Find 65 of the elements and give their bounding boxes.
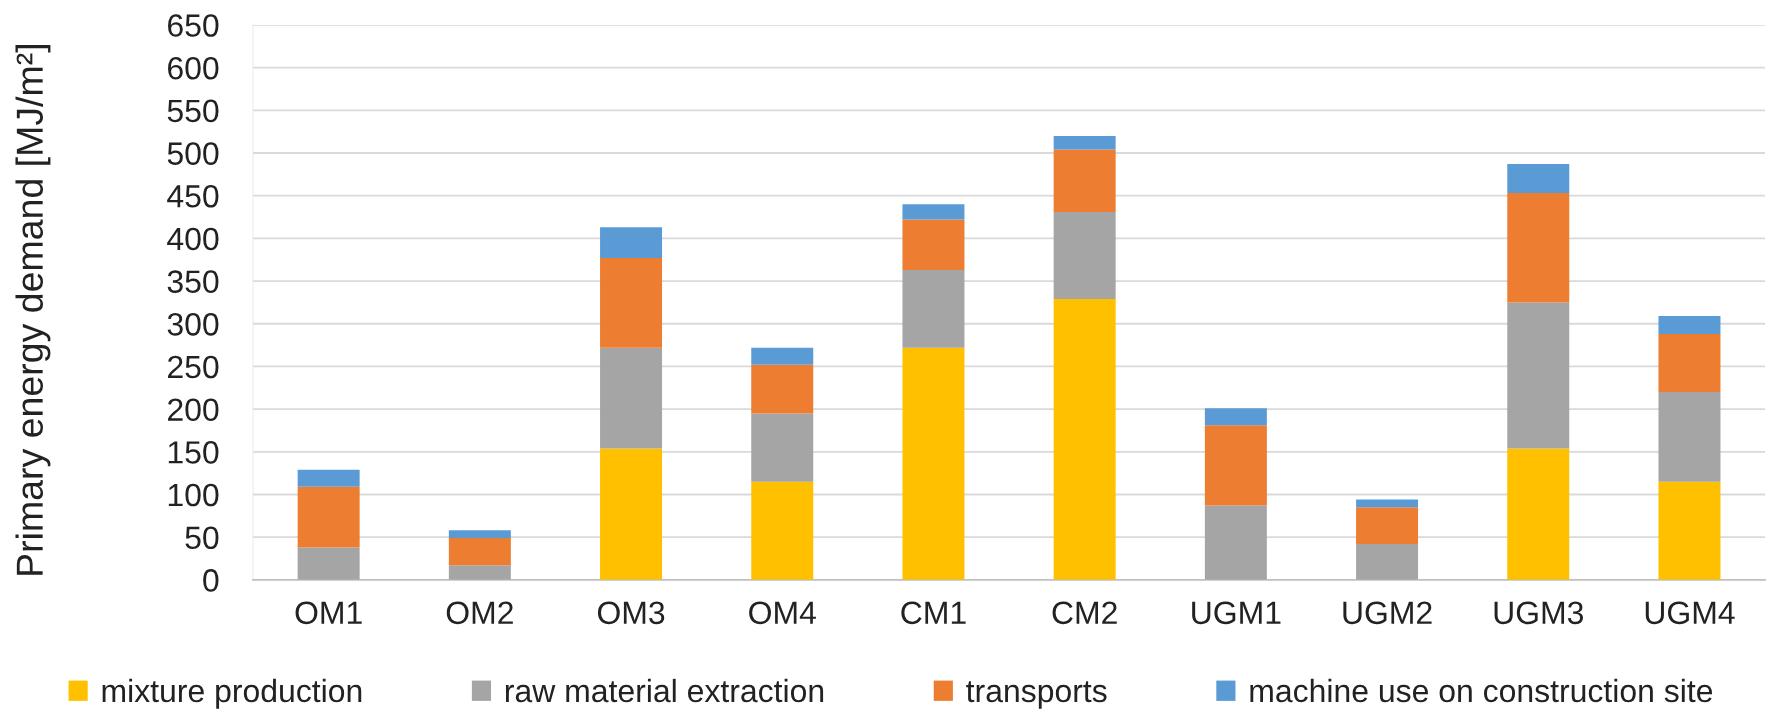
x-tick-label: CM1 xyxy=(901,601,966,625)
legend-label: mixture production xyxy=(102,678,362,709)
y-tick-label: 300 xyxy=(167,313,219,336)
bar xyxy=(1204,425,1267,506)
bar xyxy=(1658,481,1721,580)
y-tick-label: 0 xyxy=(203,569,219,592)
x-tick-label: OM2 xyxy=(446,601,513,625)
bar xyxy=(1053,149,1116,212)
x-tick-label: OM4 xyxy=(749,601,816,625)
y-axis-title: Primary energy demand [MJ/m²] xyxy=(15,45,51,575)
y-tick-label: 450 xyxy=(167,184,219,208)
bar xyxy=(600,227,663,258)
x-tick-label: UGM4 xyxy=(1645,601,1735,625)
legend-label: transports xyxy=(966,681,1107,709)
bar xyxy=(751,347,814,365)
bar xyxy=(297,486,360,548)
bar xyxy=(1356,507,1419,544)
y-tick-label: 600 xyxy=(168,56,219,80)
bar xyxy=(1507,448,1570,580)
bar xyxy=(751,364,814,414)
legend-label: machine use on construction site xyxy=(1250,678,1713,703)
bar xyxy=(1658,316,1721,334)
x-tick-label: OM1 xyxy=(295,601,362,625)
y-tick-label: 650 xyxy=(168,14,219,37)
bar xyxy=(902,219,965,270)
x-tick-label: UGM3 xyxy=(1494,601,1584,625)
bar xyxy=(1507,164,1570,194)
y-tick-label: 400 xyxy=(167,227,219,251)
y-tick-label: 350 xyxy=(167,270,219,293)
bar xyxy=(1204,408,1267,426)
x-tick-label: OM3 xyxy=(597,601,665,625)
x-tick-label: UGM1 xyxy=(1192,601,1281,625)
y-tick-label: 550 xyxy=(167,99,219,123)
bar xyxy=(1507,302,1570,449)
bar xyxy=(902,347,965,580)
bar xyxy=(297,547,360,580)
bar xyxy=(297,469,360,487)
bar xyxy=(902,204,965,220)
y-tick-label: 150 xyxy=(168,441,219,464)
y-tick-label: 200 xyxy=(168,398,219,421)
bar xyxy=(448,538,511,566)
bar xyxy=(1658,333,1721,393)
y-tick-label: 50 xyxy=(185,526,219,550)
bar xyxy=(448,530,511,539)
legend-label: raw material extraction xyxy=(505,678,824,703)
x-tick-label: CM2 xyxy=(1052,601,1117,625)
bar xyxy=(600,347,663,449)
bar xyxy=(1204,505,1267,580)
bar xyxy=(1053,211,1116,299)
bar xyxy=(751,413,814,482)
y-tick-label: 500 xyxy=(167,142,219,165)
y-tick-label: 250 xyxy=(168,355,219,379)
bar xyxy=(1053,135,1116,150)
bar xyxy=(448,565,511,580)
x-tick-label: UGM2 xyxy=(1343,601,1432,625)
bar xyxy=(600,258,663,348)
bar xyxy=(751,481,814,580)
bar xyxy=(1053,298,1116,580)
y-tick-label: 100 xyxy=(168,483,219,507)
bar xyxy=(1356,499,1419,508)
bar xyxy=(1658,392,1721,482)
bar xyxy=(600,448,663,580)
bar xyxy=(1356,543,1419,580)
bar xyxy=(902,269,965,348)
bar xyxy=(1507,193,1570,303)
